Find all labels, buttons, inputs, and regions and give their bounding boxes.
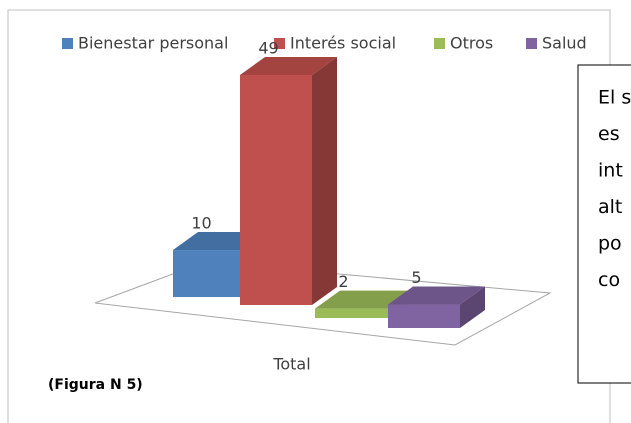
bar-side (460, 286, 485, 328)
bar-top (315, 290, 413, 309)
bar-top (388, 286, 485, 305)
figure-label: (Figura N 5) (48, 377, 143, 393)
text-box-line: alt (598, 196, 622, 218)
text-box-line: po (598, 233, 622, 255)
bar (388, 304, 460, 328)
text-box-lines: El s es int alt po co (598, 87, 631, 292)
text-box-line: El s (598, 87, 631, 109)
bar-top (240, 57, 337, 75)
legend-label: Interés social (290, 34, 396, 53)
bar (173, 250, 240, 297)
legend-swatch (526, 38, 537, 49)
legend-swatch (434, 38, 445, 49)
data-label: 5 (411, 268, 421, 287)
legend-label: Otros (450, 34, 493, 53)
data-label: 10 (191, 214, 211, 233)
data-label: 49 (258, 39, 278, 58)
bar (315, 308, 388, 318)
text-box (577, 64, 631, 384)
text-box-line: int (598, 160, 623, 182)
text-box-line: es (598, 123, 620, 145)
text-box-line: co (598, 269, 620, 291)
legend-label: Salud (542, 34, 587, 53)
data-label: 2 (338, 272, 348, 291)
x-tick-label: Total (272, 355, 310, 374)
legend-swatch (62, 38, 73, 49)
legend-swatch (274, 38, 285, 49)
legend-label: Bienestar personal (78, 34, 228, 53)
bar (240, 75, 312, 305)
bar-side (312, 57, 337, 305)
